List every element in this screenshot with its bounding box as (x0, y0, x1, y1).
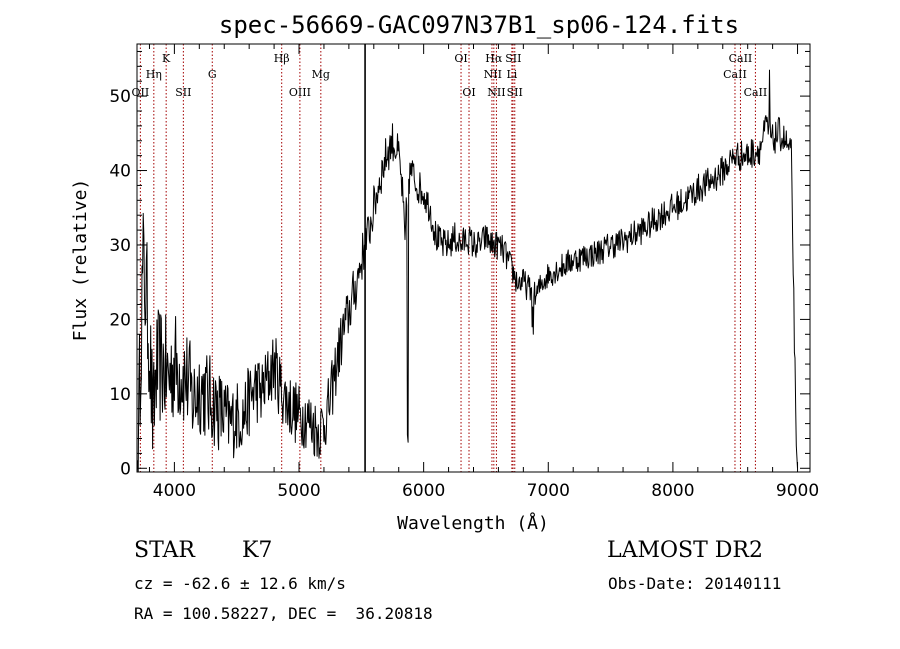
y-tick-label: 40 (109, 162, 131, 182)
line-label: Hβ (274, 52, 290, 65)
line-label: OI (462, 86, 475, 99)
object-class: STAR (134, 538, 195, 563)
line-label: OII (132, 86, 150, 99)
line-label: SII (505, 52, 521, 65)
redshift-cz: cz = -62.6 ± 12.6 km/s (134, 574, 346, 593)
spectrum-line (136, 69, 798, 473)
line-label: K (162, 52, 171, 65)
x-tick-label: 5000 (277, 481, 320, 501)
x-tick-label: 6000 (402, 481, 445, 501)
survey-name: LAMOST DR2 (607, 538, 763, 563)
y-tick-label: 50 (109, 87, 131, 107)
x-tick-label: 4000 (153, 481, 196, 501)
x-tick-label: 7000 (527, 481, 570, 501)
line-label: OIII (289, 86, 311, 99)
line-label: CaII (729, 52, 753, 65)
y-axis: 0 10 20 30 40 50 (109, 50, 810, 479)
line-label: OI (454, 52, 467, 65)
line-label: NII (487, 86, 505, 99)
line-label: CaII (723, 68, 747, 81)
line-label: SII (507, 86, 523, 99)
y-tick-label: 30 (109, 236, 131, 256)
line-label: Hα (485, 52, 503, 65)
x-tick-label: 8000 (651, 481, 694, 501)
line-label: Mg (312, 68, 330, 81)
chart-title: spec-56669-GAC097N37B1_sp06-124.fits (219, 11, 739, 39)
x-tick-label: 9000 (776, 481, 819, 501)
object-subclass: K7 (242, 538, 273, 563)
line-label: Hη (146, 68, 162, 81)
line-label: Li (506, 68, 517, 81)
line-label: SII (175, 86, 191, 99)
y-axis-label: Flux (relative) (70, 179, 91, 342)
x-axis: 4000 5000 6000 7000 8000 9000 (148, 44, 819, 501)
y-tick-label: 0 (120, 459, 131, 479)
line-label: CaII (744, 86, 768, 99)
line-label: G (208, 68, 217, 81)
y-tick-label: 20 (109, 310, 131, 330)
y-tick-label: 10 (109, 385, 131, 405)
line-label: NII (484, 68, 502, 81)
x-axis-label: Wavelength (Å) (397, 512, 549, 534)
spectral-line-markers (139, 44, 756, 472)
observation-date: Obs-Date: 20140111 (608, 574, 782, 593)
ra-dec-coordinates: RA = 100.58227, DEC = 36.20818 (134, 604, 433, 623)
spectrum-plot (136, 44, 798, 473)
